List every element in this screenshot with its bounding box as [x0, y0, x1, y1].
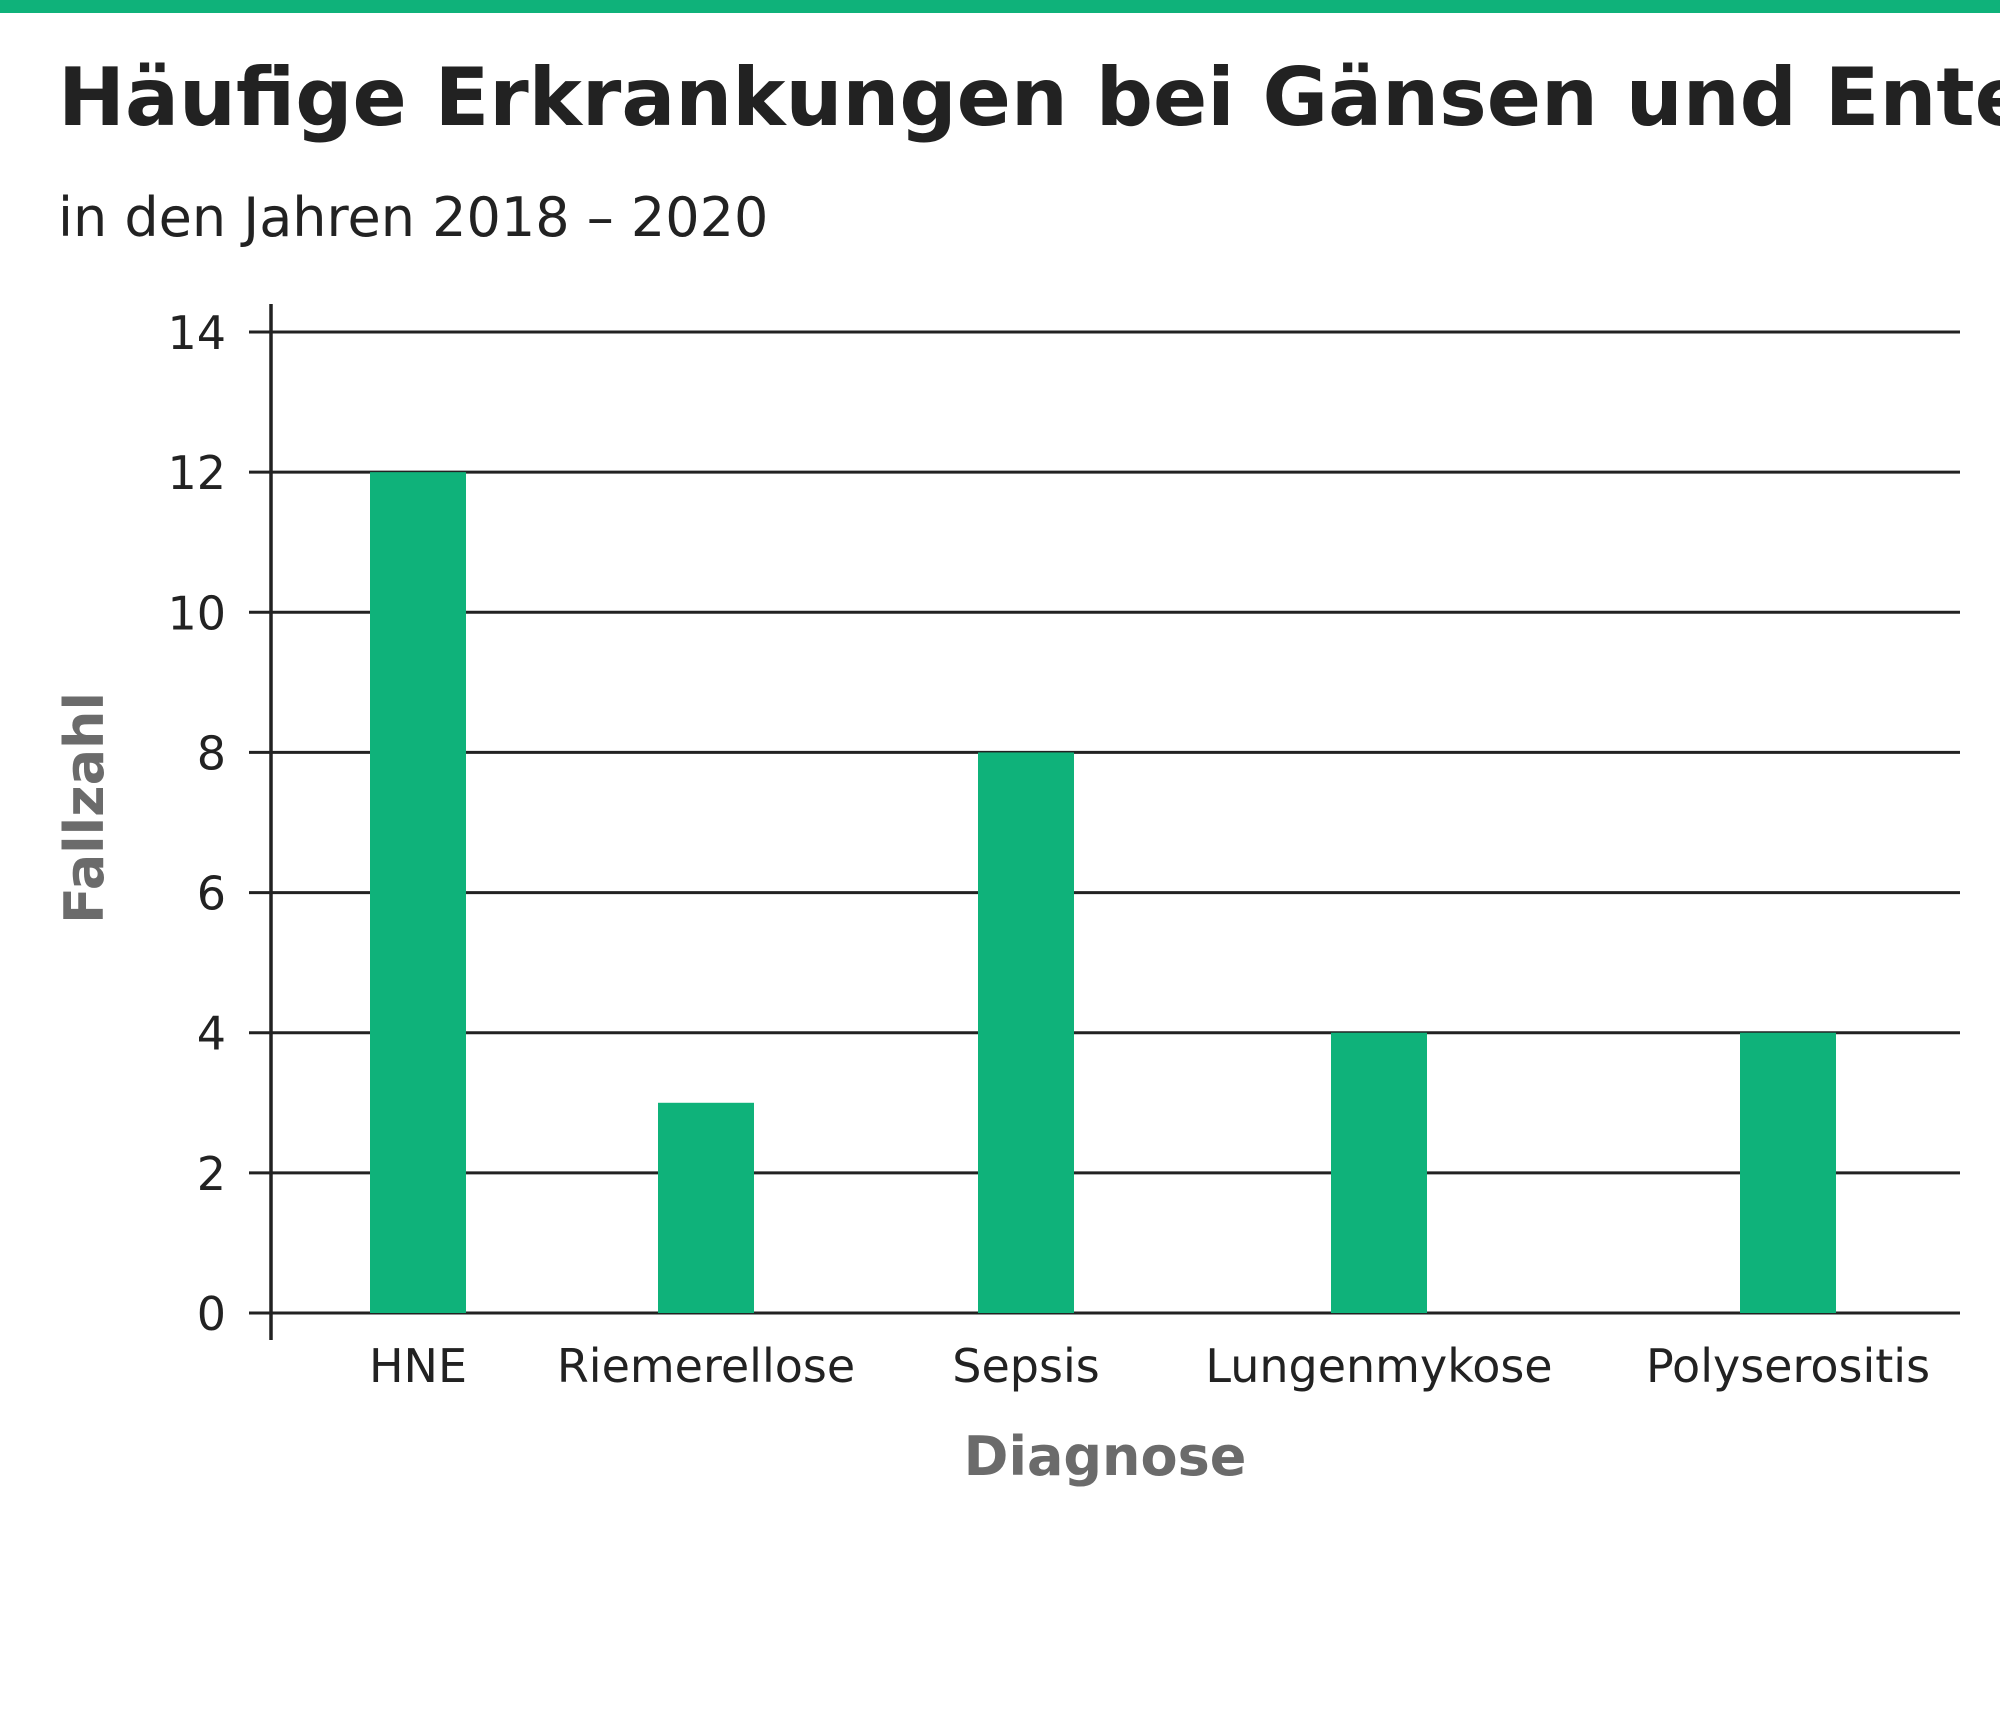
accent-top-bar — [0, 0, 2000, 13]
y-tick-label-12: 12 — [167, 446, 226, 500]
chart-title: Häufige Erkrankungen bei Gänsen und Ente… — [58, 51, 2000, 144]
bar-lungenmykose — [1331, 1032, 1427, 1313]
y-tick-label-0: 0 — [197, 1287, 226, 1341]
x-category-labels: HNE Riemerellose Sepsis Lungenmykose Polyser… — [369, 1339, 1930, 1393]
bar-riemerellose — [658, 1102, 754, 1313]
bar-polyserositis — [1740, 1032, 1836, 1313]
y-tick-label-10: 10 — [167, 586, 226, 640]
gridlines — [271, 330, 1960, 1315]
y-tick-label-14: 14 — [167, 306, 226, 360]
x-axis-title: Diagnose — [964, 1425, 1247, 1488]
y-tick-label-4: 4 — [197, 1007, 226, 1061]
y-tick-labels: 0 2 4 6 8 10 12 14 — [167, 306, 226, 1341]
chart-subtitle: in den Jahren 2018 – 2020 — [58, 186, 769, 249]
x-category-label-riemerellose: Riemerellose — [557, 1339, 855, 1393]
y-tick-label-2: 2 — [197, 1147, 226, 1201]
bar-hne — [370, 472, 466, 1314]
y-tick-label-8: 8 — [197, 726, 226, 780]
y-axis-title: Fallzahl — [53, 692, 116, 924]
x-category-label-polyserositis: Polyserositis — [1646, 1339, 1930, 1393]
y-tick-label-6: 6 — [197, 867, 226, 921]
x-category-label-lungenmykose: Lungenmykose — [1205, 1339, 1552, 1393]
x-category-label-sepsis: Sepsis — [952, 1339, 1099, 1393]
axes — [249, 304, 273, 1340]
x-category-label-hne: HNE — [369, 1339, 467, 1393]
bar-sepsis — [978, 752, 1074, 1313]
bars — [370, 472, 1836, 1314]
